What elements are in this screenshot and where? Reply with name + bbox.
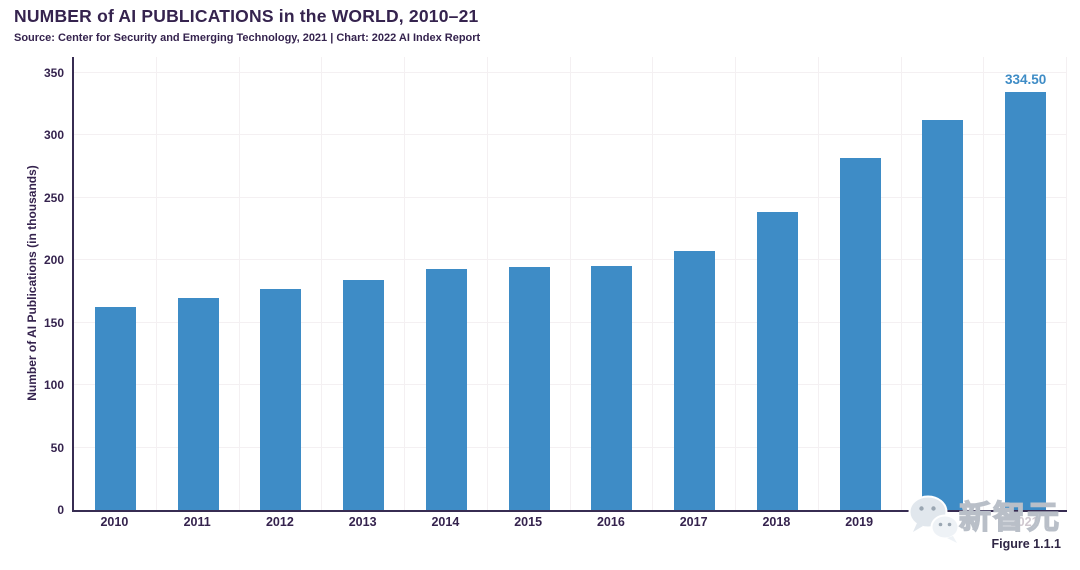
bar-2018 (756, 212, 798, 510)
x-tick-2017: 2017 (679, 515, 708, 529)
bar-2010 (94, 307, 136, 510)
bar-2014 (425, 269, 467, 510)
y-tick-50: 50 (50, 440, 64, 455)
gridline-horizontal (74, 134, 1067, 135)
bar-2015 (508, 266, 550, 510)
y-axis-tick-labels: 0 50 100 150 200 250 300 350 (0, 57, 64, 518)
x-tick-2012: 2012 (265, 515, 294, 529)
bar-2016 (591, 265, 633, 510)
y-tick-0: 0 (57, 503, 64, 517)
bar-value-label: 334.50 (1004, 71, 1047, 87)
gridline-horizontal (74, 384, 1067, 385)
figure-caption: Figure 1.1.1 (991, 537, 1061, 551)
gridline-vertical (983, 57, 985, 510)
y-tick-300: 300 (43, 128, 64, 142)
wechat-bubbles-icon (908, 495, 960, 543)
y-tick-100: 100 (43, 378, 64, 392)
bar-2019 (839, 157, 881, 510)
gridline-horizontal (74, 446, 1067, 448)
x-tick-2016: 2016 (596, 515, 625, 529)
x-tick-2019: 2019 (845, 515, 874, 529)
gridline-vertical (817, 57, 819, 510)
y-tick-150: 150 (43, 315, 64, 330)
gridline-horizontal (74, 71, 1067, 73)
x-tick-2010: 2010 (100, 515, 129, 529)
gridline-horizontal (74, 259, 1067, 260)
gridline-vertical (321, 57, 323, 510)
gridline-horizontal (74, 321, 1067, 323)
y-tick-200: 200 (43, 253, 64, 267)
gridline-vertical (900, 57, 902, 510)
chart-source-note: Source: Center for Security and Emerging… (14, 32, 481, 44)
y-tick-350: 350 (43, 65, 64, 80)
x-tick-2011: 2011 (183, 515, 211, 529)
gridline-vertical (155, 57, 157, 510)
bar-2017 (674, 251, 716, 510)
gridline-vertical (569, 57, 571, 510)
bar-2012 (260, 288, 302, 510)
chart-title: NUMBER of AI PUBLICATIONS in the WORLD, … (14, 6, 479, 26)
x-tick-2013: 2013 (348, 515, 377, 529)
bar-2013 (343, 279, 385, 510)
x-tick-2018: 2018 (762, 515, 791, 529)
bar-2020 (922, 119, 964, 510)
plot-area: 334.50 (72, 57, 1067, 512)
bar-2021 (1005, 91, 1047, 510)
x-tick-2015: 2015 (514, 515, 543, 529)
x-tick-2014: 2014 (431, 515, 460, 529)
watermark-text: 新智元 (958, 499, 1062, 535)
gridline-vertical (1066, 57, 1067, 510)
gridline-vertical (404, 57, 405, 510)
watermark: 新智元 (903, 488, 1073, 550)
gridline-horizontal (74, 196, 1067, 198)
gridline-vertical (735, 57, 736, 510)
gridline-vertical (238, 57, 240, 510)
y-tick-250: 250 (43, 190, 64, 205)
x-tick-2021: 2021 (1010, 515, 1039, 529)
gridline-vertical (486, 57, 488, 510)
bar-2011 (177, 297, 219, 510)
gridline-vertical (652, 57, 654, 510)
